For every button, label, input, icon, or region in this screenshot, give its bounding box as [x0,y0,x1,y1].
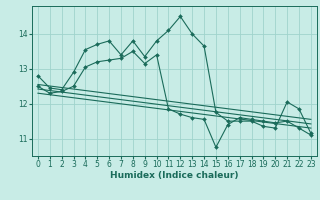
X-axis label: Humidex (Indice chaleur): Humidex (Indice chaleur) [110,171,239,180]
